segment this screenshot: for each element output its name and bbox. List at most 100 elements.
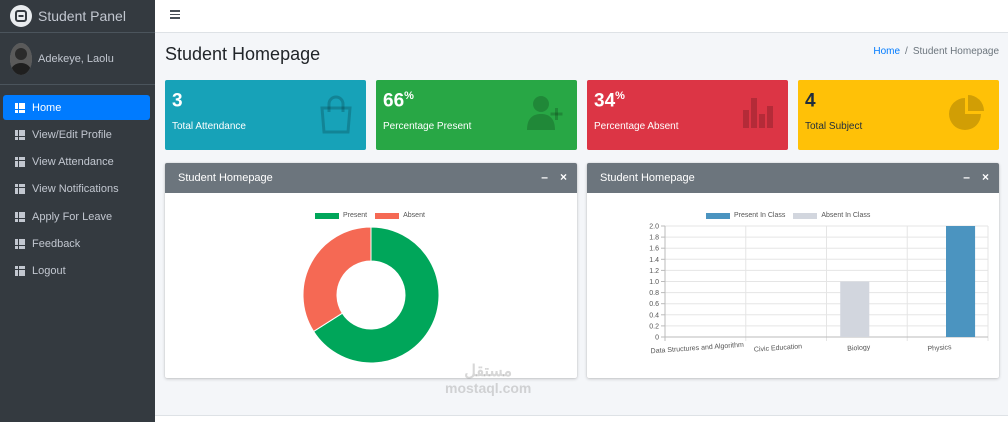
card-title: Student Homepage	[178, 172, 273, 184]
sidebar-item-label: Feedback	[32, 237, 81, 250]
watermark: مستقل mostaql.com	[445, 363, 531, 396]
y-tick-label: 0.6	[649, 301, 659, 308]
sidebar-item-view-notifications[interactable]: View Notifications	[3, 177, 150, 202]
stat-value: 66%	[383, 90, 414, 112]
legend-swatch	[375, 212, 400, 219]
legend-item[interactable]: Absent In Class	[793, 212, 870, 219]
legend-item[interactable]: Absent	[375, 212, 425, 219]
doughnut-slice-absent[interactable]	[302, 226, 372, 333]
brand[interactable]: Student Panel	[0, 0, 155, 33]
card-tools: – ×	[951, 170, 989, 184]
breadcrumb-separator: /	[905, 46, 908, 57]
sidebar-item-label: Apply For Leave	[32, 210, 113, 223]
card-subject-bar-chart: Student Homepage – × Present In Class Abs…	[587, 163, 999, 378]
y-tick-label: 1.0	[649, 279, 659, 286]
y-tick-label: 1.4	[649, 257, 659, 264]
x-tick-label: Data Structures and Algorithm	[650, 342, 744, 356]
y-tick-label: 1.2	[649, 268, 659, 275]
legend-swatch	[315, 212, 339, 219]
card-header: Student Homepage – ×	[587, 163, 999, 193]
card-header: Student Homepage – ×	[165, 163, 577, 193]
y-tick-label: 0.8	[649, 290, 659, 297]
sidebar: Student Panel Adekeye, Laolu Home View/E…	[0, 0, 155, 422]
doughnut-slice-present[interactable]	[312, 226, 440, 364]
grid-icon	[15, 129, 25, 140]
breadcrumb-home-link[interactable]: Home	[873, 46, 901, 57]
card-attendance-doughnut: Student Homepage – × Present Absent	[165, 163, 577, 378]
sidebar-item-logout[interactable]: Logout	[3, 259, 150, 284]
x-tick-label: Physics	[927, 344, 952, 353]
sidebar-item-label: View Attendance	[32, 156, 114, 169]
pie-chart-icon	[947, 94, 987, 139]
legend-item[interactable]: Present In Class	[706, 212, 785, 219]
sidebar-item-home[interactable]: Home	[3, 95, 150, 120]
shopping-bag-icon	[318, 94, 354, 139]
legend-swatch	[706, 212, 730, 219]
y-tick-label: 1.8	[649, 235, 659, 242]
stat-label: Percentage Present	[383, 121, 472, 132]
sidebar-item-label: Logout	[32, 265, 66, 278]
brand-logo-icon	[10, 5, 32, 27]
legend-swatch	[793, 212, 818, 219]
footer	[155, 415, 1008, 422]
card-tools: – ×	[529, 170, 567, 184]
stat-value: 4	[805, 90, 816, 112]
stat-value: 3	[172, 90, 183, 112]
bar-chart-icon	[742, 94, 776, 135]
stat-label: Total Subject	[805, 121, 863, 132]
sidebar-item-label: View/Edit Profile	[32, 128, 112, 141]
y-tick-label: 1.6	[649, 246, 659, 253]
sidebar-item-view-edit-profile[interactable]: View/Edit Profile	[3, 122, 150, 147]
watermark-url: mostaql.com	[445, 379, 532, 396]
close-icon[interactable]: ×	[559, 170, 567, 184]
y-tick-label: 0.4	[649, 312, 659, 319]
brand-title: Student Panel	[38, 8, 126, 24]
grid-icon	[15, 266, 25, 277]
stat-value: 34%	[594, 90, 625, 112]
stat-total-subject: 4 Total Subject	[798, 80, 999, 150]
hamburger-menu-icon[interactable]	[170, 10, 180, 19]
x-tick-label: Biology	[847, 344, 871, 353]
sidebar-item-apply-for-leave[interactable]: Apply For Leave	[3, 204, 150, 229]
legend-item[interactable]: Present	[315, 212, 367, 219]
grid-icon	[15, 102, 25, 113]
card-title: Student Homepage	[600, 172, 695, 184]
bar-absent-in-class[interactable]	[840, 281, 870, 338]
y-tick-label: 0	[655, 335, 659, 342]
grid-icon	[15, 157, 25, 168]
page-title: Student Homepage	[165, 44, 321, 64]
bar-chart: 0 0.2 0.4 0.6 0.8 1.0 1.2 1.4 1.6 1.8 2.0 Data Stru…	[649, 224, 989, 356]
stat-label: Total Attendance	[172, 121, 246, 132]
sidebar-nav: Home View/Edit Profile View Attendance V…	[0, 95, 155, 284]
user-plus-icon	[525, 94, 565, 137]
stat-percentage-present: 66% Percentage Present	[376, 80, 577, 150]
legend-label: Absent In Class	[821, 212, 871, 219]
grid-icon	[15, 211, 25, 222]
user-name: Adekeye, Laolu	[38, 52, 114, 65]
chart-legend: Present In Class Absent In Class	[706, 212, 878, 219]
user-panel[interactable]: Adekeye, Laolu	[0, 33, 155, 85]
breadcrumb-current: Student Homepage	[912, 46, 999, 57]
bar-present-in-class[interactable]	[946, 226, 976, 337]
minimize-icon[interactable]: –	[541, 170, 548, 184]
minimize-icon[interactable]: –	[963, 170, 970, 184]
watermark-arabic: مستقل	[464, 363, 513, 380]
legend-label: Present In Class	[734, 212, 786, 219]
chart-legend: Present Absent	[315, 212, 433, 219]
sidebar-item-label: View Notifications	[32, 183, 119, 196]
stat-label: Percentage Absent	[594, 121, 679, 132]
avatar	[10, 42, 32, 75]
x-tick-label: Civic Education	[754, 343, 803, 353]
y-tick-label: 2.0	[649, 224, 659, 231]
doughnut-chart	[302, 226, 440, 364]
breadcrumb: Home / Student Homepage	[873, 46, 999, 57]
close-icon[interactable]: ×	[981, 170, 989, 184]
legend-label: Present	[343, 212, 368, 219]
grid-icon	[15, 184, 25, 195]
grid-icon	[15, 238, 25, 249]
legend-label: Absent	[403, 212, 425, 219]
sidebar-item-view-attendance[interactable]: View Attendance	[3, 150, 150, 175]
stat-percentage-absent: 34% Percentage Absent	[587, 80, 788, 150]
sidebar-item-feedback[interactable]: Feedback	[3, 231, 150, 256]
stat-total-attendance: 3 Total Attendance	[165, 80, 366, 150]
